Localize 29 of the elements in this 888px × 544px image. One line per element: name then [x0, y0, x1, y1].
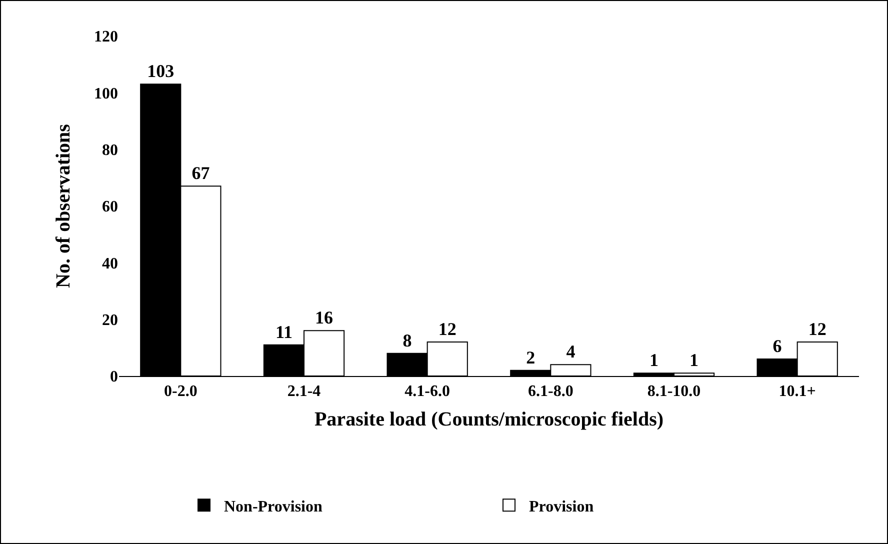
- legend-label: Provision: [529, 498, 594, 516]
- x-tick-label: 4.1-6.0: [404, 383, 450, 400]
- data-label: 8: [402, 330, 412, 350]
- x-tick-label: 6.1-8.0: [528, 383, 574, 400]
- data-label: 1: [690, 350, 699, 370]
- data-label: 4: [566, 342, 576, 362]
- data-label: 1: [649, 350, 658, 370]
- y-tick-label: 60: [102, 198, 118, 216]
- data-label: 16: [315, 308, 334, 328]
- x-tick-label: 0-2.0: [164, 383, 198, 400]
- x-tick-label: 2.1-4: [287, 383, 321, 400]
- data-label: 67: [192, 163, 210, 184]
- legend-label: Non-Provision: [224, 498, 322, 516]
- y-tick-label: 0: [110, 368, 118, 386]
- data-label: 103: [147, 61, 174, 82]
- y-axis-title: No. of observations: [52, 124, 74, 288]
- y-tick-label: 120: [94, 28, 118, 46]
- y-tick-label: 20: [102, 312, 118, 329]
- y-tick-label: 100: [94, 85, 118, 102]
- data-label: 2: [526, 347, 536, 368]
- data-label: 11: [275, 322, 292, 342]
- x-tick-label: 10.1+: [778, 383, 816, 400]
- x-tick-label: 8.1-10.0: [647, 383, 701, 400]
- data-label: 12: [808, 319, 826, 339]
- data-label: 12: [438, 319, 456, 339]
- data-label: 6: [772, 336, 782, 356]
- y-tick-label: 80: [102, 142, 118, 159]
- x-axis-title: Parasite load (Counts/microscopic fields): [314, 408, 664, 431]
- y-tick-label: 40: [102, 255, 118, 272]
